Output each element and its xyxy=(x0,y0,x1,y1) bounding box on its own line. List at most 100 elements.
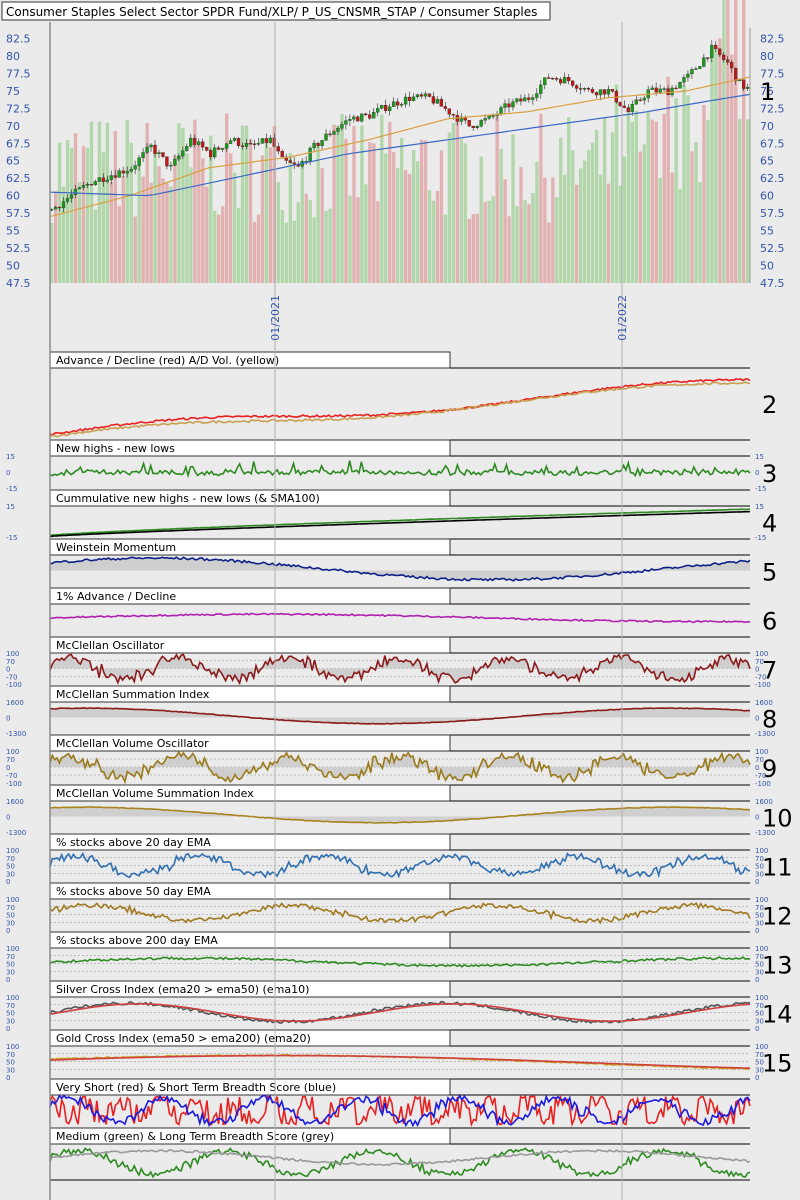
volume-bar xyxy=(674,98,678,283)
candle-body xyxy=(503,103,507,108)
candle-body xyxy=(682,77,686,83)
y-tick-right: 77.5 xyxy=(760,67,785,80)
volume-bar xyxy=(89,121,94,283)
candle-body xyxy=(586,88,591,90)
candle-body xyxy=(451,114,455,116)
candle-body xyxy=(292,162,296,165)
panel-y-tick: 30 xyxy=(6,1017,15,1025)
candle-body xyxy=(658,88,662,93)
y-tick-left: 52.5 xyxy=(6,242,31,255)
candle-body xyxy=(415,94,420,98)
candle-body xyxy=(360,113,364,122)
panel-y-tick: -70 xyxy=(6,673,17,681)
volume-bar xyxy=(523,199,527,283)
volume-bar xyxy=(137,161,141,283)
candle-body xyxy=(670,87,674,96)
indicator-panel: Medium (green) & Long Term Breadth Score… xyxy=(49,1127,751,1181)
panel-plot-area xyxy=(50,604,750,635)
candle-body xyxy=(372,112,376,119)
price-panel: 82.5 82.5 80 80 77.5 77.5 75 75 72.5 72.5 70 70 67.5… xyxy=(6,0,785,290)
candle-body xyxy=(69,194,74,199)
candle-body xyxy=(391,101,396,107)
candle-body xyxy=(531,97,535,100)
volume-bar xyxy=(53,191,58,283)
panel-y-tick: -100 xyxy=(755,780,771,788)
y-tick-right: 70 xyxy=(760,120,774,133)
panel-y-tick: 15 xyxy=(755,503,764,511)
volume-bar xyxy=(686,95,690,283)
volume-bar xyxy=(495,113,499,283)
y-tick-left: 50 xyxy=(6,260,20,273)
panel-y-tick: -1300 xyxy=(6,829,26,837)
volume-bar xyxy=(101,152,106,283)
panel-y-tick: 1600 xyxy=(755,798,773,806)
candle-body xyxy=(563,77,567,84)
volume-bar xyxy=(380,114,384,284)
y-tick-right: 80 xyxy=(760,50,774,63)
candle-body xyxy=(308,147,312,162)
y-tick-left: 62.5 xyxy=(6,172,31,185)
candle-body xyxy=(356,116,360,122)
volume-bar xyxy=(559,137,563,283)
candle-body xyxy=(578,88,583,90)
candle-body xyxy=(141,152,145,158)
candle-body xyxy=(177,155,181,160)
y-tick-right: 75 xyxy=(760,85,774,98)
panel-title: 1% Advance / Decline xyxy=(56,590,176,603)
volume-bar xyxy=(610,132,615,283)
candle-body xyxy=(555,78,559,80)
panel-number: 5 xyxy=(762,559,777,587)
panel-y-tick: 70 xyxy=(755,855,764,863)
candle-body xyxy=(197,141,201,145)
candle-body xyxy=(348,118,352,121)
volume-bar xyxy=(670,172,674,283)
volume-bar xyxy=(618,185,623,283)
panel-y-tick: 0 xyxy=(6,814,10,822)
candle-body xyxy=(443,106,447,109)
series-line xyxy=(49,806,751,824)
volume-bar xyxy=(360,125,364,283)
panel-title: Very Short (red) & Short Term Breadth Sc… xyxy=(56,1081,336,1094)
panel-y-tick: 100 xyxy=(6,994,19,1002)
candle-body xyxy=(125,171,129,174)
volume-bar xyxy=(153,149,157,283)
volume-bar xyxy=(324,210,328,283)
candle-body xyxy=(666,88,670,96)
candle-body xyxy=(340,124,344,129)
y-tick-left: 47.5 xyxy=(6,277,31,290)
candle-body xyxy=(610,89,615,92)
candle-body xyxy=(598,89,603,96)
candle-body xyxy=(220,148,225,150)
panel-title: Gold Cross Index (ema50 > ema200) (ema20… xyxy=(56,1032,311,1045)
candle-body xyxy=(734,67,738,82)
panel-y-tick: 15 xyxy=(6,503,15,511)
indicator-panels: Advance / Decline (red) A/D Vol. (yellow… xyxy=(6,351,793,1181)
volume-bar xyxy=(515,206,519,283)
panel-y-tick: 100 xyxy=(755,748,768,756)
panel-y-tick: 100 xyxy=(755,994,768,1002)
candle-body xyxy=(209,150,213,158)
candle-body xyxy=(475,126,479,129)
candle-body xyxy=(602,89,607,95)
volume-bar xyxy=(586,149,591,283)
candle-body xyxy=(467,120,471,127)
candle-body xyxy=(105,179,109,182)
panel-title: % stocks above 50 day EMA xyxy=(56,885,211,898)
candle-body xyxy=(662,88,666,90)
volume-bar xyxy=(602,117,607,284)
candle-body xyxy=(181,150,185,157)
y-tick-right: 50 xyxy=(760,260,774,273)
volume-bar xyxy=(284,222,289,283)
panel-y-tick: 30 xyxy=(6,968,15,976)
volume-bar xyxy=(555,197,559,283)
candle-body xyxy=(698,66,702,69)
panel-y-tick: 30 xyxy=(755,919,764,927)
volume-bar xyxy=(85,147,90,283)
panel-y-tick: 0 xyxy=(6,666,10,674)
candle-body xyxy=(559,79,563,84)
candle-body xyxy=(173,158,177,166)
panel-number: 14 xyxy=(762,1001,793,1029)
series-line xyxy=(50,612,751,624)
